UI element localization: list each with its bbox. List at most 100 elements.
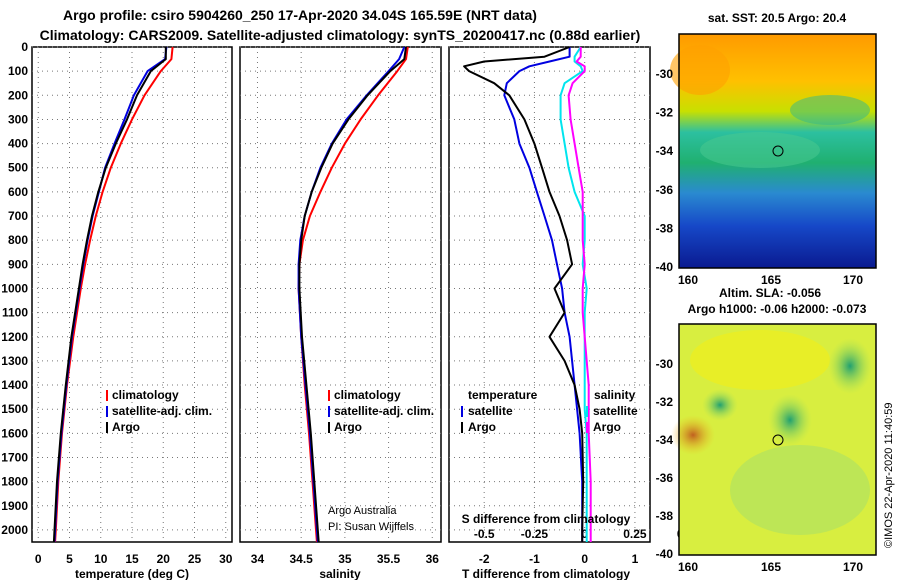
x-tick-label: 5 [66,552,73,566]
salinity-panel [239,46,442,543]
legend-sal-satellite-label: satellite [593,404,638,418]
x-tick-label: 30 [219,552,233,566]
depth-tick-label: 200 [8,88,28,102]
legend-temp-argo-label: Argo [468,420,496,434]
depth-tick-label: 2000 [1,523,28,537]
sla-field [690,330,830,390]
series-line-satellite-adj-clim [53,46,168,543]
map-lat-tick-label: -36 [656,183,674,197]
legend-satellite-label: satellite-adj. clim. [112,404,212,418]
series-line-temperature-argo [463,46,585,542]
x-tick-label: 36 [426,552,440,566]
legend-argo-label: Argo [334,420,362,434]
depth-tick-label: 0 [21,40,28,54]
sst-field [700,132,820,168]
plot-title-line1: Argo profile: csiro 5904260_250 17-Apr-2… [63,7,537,23]
sla-map-title-line1: Altim. SLA: -0.056 [719,286,821,300]
map-lat-tick-label: -40 [656,547,674,561]
sla-field [828,338,872,394]
depth-tick-label: 1800 [1,475,28,489]
sla-field [671,415,715,455]
difference-panel [448,46,651,543]
temperature-x-label: temperature (deg C) [75,567,189,580]
series-line-argo [298,46,407,543]
depth-tick-label: 1300 [1,354,28,368]
depth-tick-label: 1700 [1,450,28,464]
depth-tick-label: 1100 [2,306,28,320]
x-tick-label: 10 [94,552,108,566]
sla-map [671,323,877,556]
depth-tick-label: 300 [8,112,28,126]
map-lon-tick-label: 170 [843,560,863,574]
x-tick-label: -2 [479,552,490,566]
s-diff-tick-label: -0.25 [521,527,549,541]
map-lat-tick-label: -30 [656,357,674,371]
x-tick-label: -1 [529,552,540,566]
sst-map-title: sat. SST: 20.5 Argo: 20.4 [708,11,847,25]
x-tick-label: 15 [125,552,139,566]
legend-climatology-label: climatology [112,388,179,402]
depth-tick-label: 700 [8,209,28,223]
argo-location-marker [772,434,784,446]
legend-sal-argo-label: Argo [593,420,621,434]
x-tick-label: 25 [188,552,202,566]
series-line-climatology [297,46,409,543]
map-lon-tick-label: 165 [761,560,781,574]
depth-tick-label: 100 [8,64,28,78]
map-lat-tick-label: -32 [656,395,674,409]
map-lat-tick-label: -38 [656,221,674,235]
sst-field [790,95,870,125]
map-lon-tick-label: 160 [678,273,698,287]
s-diff-tick-label: 0.25 [623,527,647,541]
s-diff-tick-label: -0.5 [474,527,495,541]
x-tick-label: 20 [157,552,171,566]
series-line-salinity-satellite [559,46,588,542]
depth-tick-label: 1400 [1,378,28,392]
map-lat-tick-label: -34 [656,144,674,158]
sst-map [670,33,877,269]
x-tick-label: 35 [338,552,352,566]
s-difference-x-label: S difference from climatology [462,512,631,526]
x-tick-label: 1 [632,552,639,566]
series-line-salinity-argo [567,47,592,542]
depth-tick-label: 1900 [1,499,28,513]
salinity-x-label: salinity [319,567,361,580]
map-lat-tick-label: -32 [656,106,674,120]
imos-watermark: ©IMOS 22-Apr-2020 11:40:59 [883,403,895,548]
legend-salinity-header: salinity [594,388,636,402]
depth-tick-label: 800 [8,233,28,247]
map-lat-tick-label: -34 [656,433,674,447]
map-lon-tick-label: 160 [678,560,698,574]
legend-satellite-label: satellite-adj. clim. [334,404,434,418]
map-lat-tick-label: -36 [656,471,674,485]
depth-tick-label: 1000 [1,281,28,295]
depth-tick-label: 600 [8,185,28,199]
credit-line1: Argo Australia [328,505,397,517]
x-tick-label: 34.5 [289,552,313,566]
depth-tick-label: 1500 [1,402,28,416]
x-tick-label: 0 [581,552,588,566]
sla-field [702,389,738,421]
legend-temperature-header: temperature [468,388,538,402]
depth-tick-label: 400 [8,137,28,151]
x-tick-label: 35.5 [377,552,401,566]
series-line-climatology [54,46,174,543]
sla-map-title-line2: Argo h1000: -0.06 h2000: -0.073 [688,302,867,316]
series-line-temperature-satellite [503,47,584,542]
map-lon-tick-label: 165 [761,273,781,287]
legend-argo-label: Argo [112,420,140,434]
x-tick-label: 0 [35,552,42,566]
legend-climatology-label: climatology [334,388,401,402]
sla-field [730,445,870,535]
depth-tick-label: 900 [8,257,28,271]
argo-location-marker [772,145,784,157]
legend-temp-satellite-label: satellite [468,404,513,418]
sst-field [670,45,730,95]
plot-title-line2: Climatology: CARS2009. Satellite-adjuste… [40,27,641,43]
depth-tick-label: 1200 [1,330,28,344]
depth-tick-label: 500 [8,161,28,175]
series-line-argo [52,47,167,543]
sla-field [768,394,812,446]
x-tick-label: 34 [251,552,265,566]
map-lon-tick-label: 170 [843,273,863,287]
